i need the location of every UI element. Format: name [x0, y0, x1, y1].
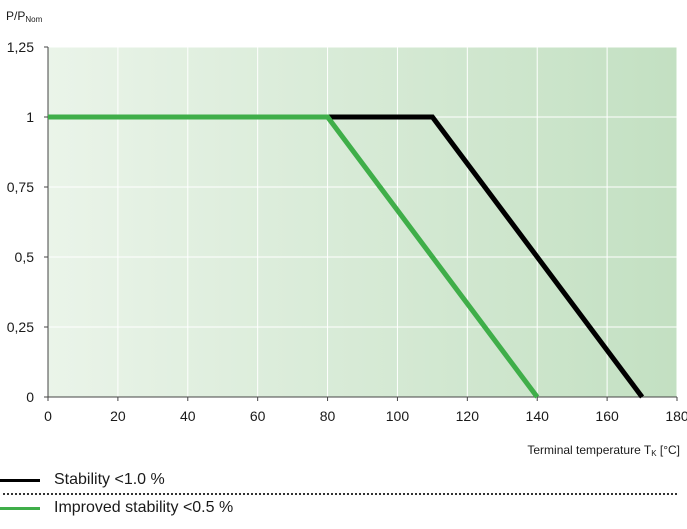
- x-tick-label: 120: [456, 408, 480, 424]
- x-tick-label: 140: [526, 408, 550, 424]
- x-tick-label: 160: [595, 408, 619, 424]
- x-tick-label: 20: [110, 408, 126, 424]
- x-tick-label: 180: [665, 408, 687, 424]
- legend-divider: [3, 493, 677, 495]
- y-tick-label: 0,25: [7, 319, 34, 335]
- x-tick-label: 80: [320, 408, 336, 424]
- x-tick-labels: 0 20 40 60 80 100 120 140 160 180: [44, 408, 687, 424]
- x-tick-label: 0: [44, 408, 52, 424]
- plot-area: [48, 47, 677, 397]
- y-tick-label: 1,25: [7, 39, 34, 55]
- legend-swatch-black: [0, 478, 40, 482]
- x-axis-label: Terminal temperature TK [°C]: [527, 443, 680, 458]
- y-tick-label: 0,75: [7, 179, 34, 195]
- y-tick-label: 1: [26, 109, 34, 125]
- series-group: [48, 114, 645, 399]
- y-axis-label: P/PNom: [6, 9, 43, 24]
- legend-label: Improved stability <0.5 %: [54, 499, 234, 516]
- series-line-improved-stability: [48, 114, 540, 399]
- legend-item-stability: Stability <1.0 %: [0, 469, 165, 491]
- x-tick-label: 60: [250, 408, 266, 424]
- y-tick-label: 0,5: [15, 249, 35, 265]
- axes: [44, 46, 678, 401]
- x-tick-label: 40: [180, 408, 196, 424]
- x-tick-label: 100: [386, 408, 410, 424]
- legend-item-improved-stability: Improved stability <0.5 %: [0, 497, 233, 519]
- y-tick-label: 0: [26, 389, 34, 405]
- legend-label: Stability <1.0 %: [54, 471, 165, 488]
- legend-swatch-green: [0, 506, 40, 510]
- y-tick-labels: 0 0,25 0,5 0,75 1 1,25: [7, 39, 34, 405]
- chart: 0 0,25 0,5 0,75 1 1,25 0 20 40 60 80 100 120 140 160 1…: [6, 9, 687, 458]
